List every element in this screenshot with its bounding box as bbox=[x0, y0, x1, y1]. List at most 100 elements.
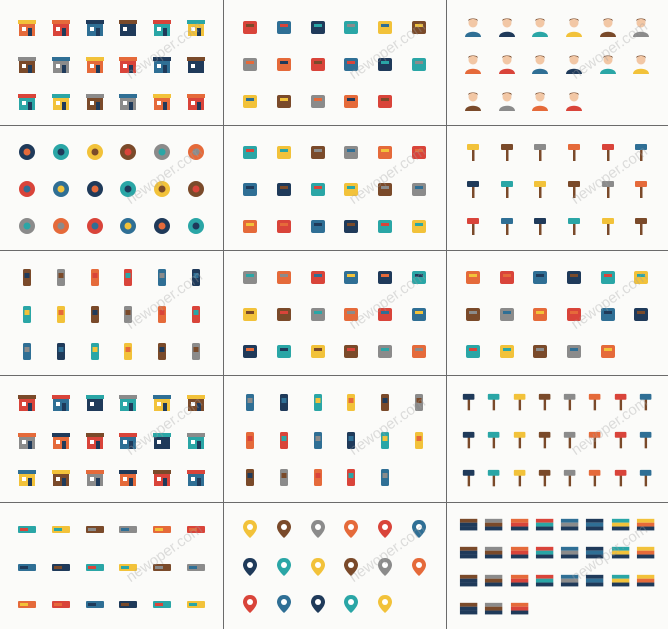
panel-map-pins: newoper.com bbox=[223, 502, 446, 629]
birdhouse-icon bbox=[50, 556, 72, 578]
document-icon bbox=[151, 266, 173, 288]
door-icon bbox=[16, 90, 38, 112]
signpost-icon bbox=[185, 466, 207, 488]
man-icon bbox=[529, 53, 551, 75]
glasses-icon bbox=[374, 178, 396, 200]
document-icon bbox=[635, 467, 656, 488]
drink-icon bbox=[185, 215, 207, 237]
panel-medical: newoper.com bbox=[223, 0, 446, 125]
fork-icon bbox=[185, 593, 207, 615]
panel-shopping: newoper.com bbox=[446, 250, 668, 375]
flag-icon bbox=[559, 514, 580, 535]
document-icon bbox=[239, 90, 261, 112]
gas-mask-icon bbox=[307, 466, 329, 488]
roast-chicken-icon bbox=[16, 178, 38, 200]
brain-icon bbox=[408, 141, 430, 163]
flag-icon bbox=[458, 570, 479, 591]
house-icon bbox=[16, 53, 38, 75]
hospital-bed-icon bbox=[307, 16, 329, 38]
puzzle-icon bbox=[185, 303, 207, 325]
cloche-icon bbox=[151, 178, 173, 200]
eggs-icon bbox=[117, 215, 139, 237]
coupon-icon bbox=[462, 340, 484, 362]
flag-icon bbox=[458, 514, 479, 535]
woman-icon bbox=[630, 16, 652, 38]
bucket-icon bbox=[408, 429, 430, 451]
flag-icon bbox=[559, 542, 580, 563]
flag-icon bbox=[584, 542, 605, 563]
watering-can-icon bbox=[307, 391, 329, 413]
sign-icon bbox=[340, 429, 362, 451]
calculator-icon bbox=[340, 340, 362, 362]
panel-divider-vertical bbox=[223, 0, 224, 629]
factory-icon bbox=[374, 466, 396, 488]
blood-cell-icon bbox=[273, 53, 295, 75]
oil-pump-icon bbox=[273, 429, 295, 451]
welding-icon bbox=[635, 391, 656, 412]
trowel-icon bbox=[496, 141, 518, 163]
jar-icon bbox=[16, 141, 38, 163]
ruler-icon bbox=[529, 141, 551, 163]
wheelbarrow-icon bbox=[273, 391, 295, 413]
sign-icon bbox=[408, 518, 430, 540]
gate-icon bbox=[84, 391, 106, 413]
flag-icon bbox=[610, 570, 631, 591]
brush-icon bbox=[563, 178, 585, 200]
broom-icon bbox=[374, 391, 396, 413]
pipe-icon bbox=[496, 215, 518, 237]
sticky-notes-icon bbox=[151, 303, 173, 325]
eiffel-tower-icon bbox=[16, 466, 38, 488]
train-icon bbox=[151, 429, 173, 451]
panel-divider-horizontal bbox=[0, 125, 668, 126]
pin-icon bbox=[273, 556, 295, 578]
laptop-icon bbox=[374, 303, 396, 325]
pin-icon bbox=[239, 518, 261, 540]
panel-food: newoper.com bbox=[0, 125, 223, 250]
woman-icon bbox=[630, 53, 652, 75]
suitcase-icon bbox=[50, 391, 72, 413]
atom-icon bbox=[340, 215, 362, 237]
bottle-icon bbox=[458, 391, 479, 412]
pin-icon bbox=[84, 266, 106, 288]
flag-icon bbox=[584, 514, 605, 535]
seedlings-icon bbox=[50, 518, 72, 540]
man-icon bbox=[462, 90, 484, 112]
toolbox-icon bbox=[597, 215, 619, 237]
big-ben-icon bbox=[16, 429, 38, 451]
drill-icon bbox=[584, 391, 605, 412]
plank-icon bbox=[16, 518, 38, 540]
pencil-icon bbox=[374, 215, 396, 237]
globe-icon bbox=[408, 178, 430, 200]
pin-icon bbox=[340, 518, 362, 540]
hose-icon bbox=[151, 593, 173, 615]
mug-icon bbox=[117, 178, 139, 200]
fence-icon bbox=[185, 518, 207, 540]
pin-icon bbox=[307, 556, 329, 578]
man-icon bbox=[529, 90, 551, 112]
ring-icon bbox=[563, 340, 585, 362]
pier-icon bbox=[16, 391, 38, 413]
garage-icon bbox=[50, 90, 72, 112]
awning-icon bbox=[496, 303, 518, 325]
stethoscope-icon bbox=[307, 90, 329, 112]
funnel-icon bbox=[610, 391, 631, 412]
gloves-icon bbox=[117, 556, 139, 578]
screwdriver-icon bbox=[483, 467, 504, 488]
pin-icon bbox=[307, 518, 329, 540]
flowers-icon bbox=[16, 556, 38, 578]
magnifier-icon bbox=[374, 53, 396, 75]
man-icon bbox=[563, 16, 585, 38]
ship-icon bbox=[117, 429, 139, 451]
cart-icon bbox=[273, 303, 295, 325]
capsule-icon bbox=[374, 90, 396, 112]
man-icon bbox=[563, 90, 585, 112]
iv-drip-icon bbox=[408, 16, 430, 38]
helmet-icon bbox=[462, 141, 484, 163]
man-icon bbox=[496, 53, 518, 75]
chalkboard-icon bbox=[340, 141, 362, 163]
cash-register-icon bbox=[462, 266, 484, 288]
tools-icon bbox=[610, 467, 631, 488]
ship-icon bbox=[273, 466, 295, 488]
pin-icon bbox=[239, 556, 261, 578]
